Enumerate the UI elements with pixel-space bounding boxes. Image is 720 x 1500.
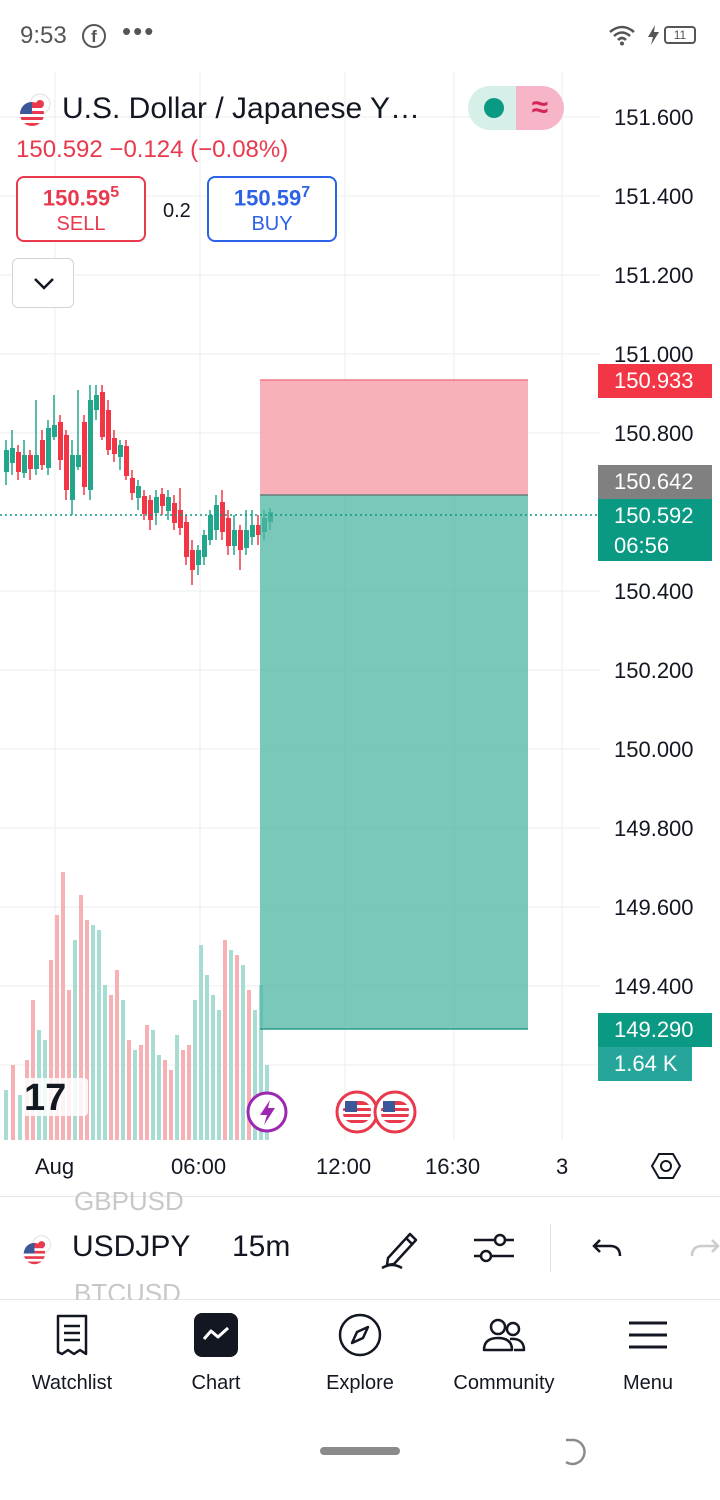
status-time: 9:53 <box>20 22 67 49</box>
symbol-selector[interactable]: USDJPY <box>72 1230 191 1263</box>
price-chart[interactable]: 17 <box>0 72 720 1192</box>
current-price-tag: 150.592 06:56 <box>598 499 712 561</box>
market-status-dot-icon <box>484 98 504 118</box>
nav-community-label[interactable]: Community <box>453 1372 555 1394</box>
compass-icon <box>338 1313 382 1357</box>
last-price-change: 150.592 −0.124 (−0.08%) <box>16 136 289 163</box>
nav-chart[interactable] <box>144 1312 288 1363</box>
price-axis-label: 150.800 <box>614 421 694 446</box>
facebook-icon: f <box>82 24 106 48</box>
community-icon <box>482 1318 526 1352</box>
undo-icon[interactable] <box>590 1232 624 1262</box>
us-economic-event-icon <box>335 1090 379 1134</box>
volume-tag: 1.64 K <box>598 1047 692 1081</box>
price-axis-label: 149.600 <box>614 895 694 920</box>
chart-mode-toggle[interactable]: ≈ <box>468 86 564 130</box>
price-axis-label: 150.400 <box>614 579 694 604</box>
candlesticks <box>4 385 273 585</box>
buy-price: 150.597 <box>233 184 311 211</box>
previous-symbol-ghost[interactable]: GBPUSD <box>74 1186 184 1216</box>
nav-explore-label[interactable]: Explore <box>326 1372 394 1394</box>
entry-price-tag: 150.642 <box>598 465 712 499</box>
time-axis-label: 06:00 <box>171 1154 227 1179</box>
price-axis-label: 151.400 <box>614 184 694 209</box>
price-axis-label: 150.000 <box>614 737 694 762</box>
time-axis-label: Aug <box>35 1154 75 1179</box>
market-open-indicator[interactable] <box>468 86 516 130</box>
take-profit-zone <box>260 495 528 1029</box>
tradingview-logo: 17 <box>22 1077 88 1119</box>
time-axis-label: 3 <box>556 1154 569 1179</box>
buy-label: BUY <box>251 213 293 236</box>
charging-bolt-icon <box>648 25 659 45</box>
time-axis-label: 12:00 <box>316 1154 372 1179</box>
interval-selector[interactable]: 15m <box>232 1230 291 1263</box>
nav-explore[interactable] <box>288 1312 432 1363</box>
chart-settings-icon <box>650 1153 682 1179</box>
us-japan-flag-icon <box>23 1235 51 1265</box>
price-axis-label: 151.200 <box>614 263 694 288</box>
hamburger-menu-icon <box>629 1321 667 1349</box>
battery-icon: 11 <box>664 26 696 44</box>
price-axis-label: 150.200 <box>614 658 694 683</box>
rotate-screen-icon[interactable] <box>560 1436 592 1468</box>
wifi-icon <box>609 25 635 46</box>
price-axis-label: 149.800 <box>614 816 694 841</box>
approx-wave-icon[interactable]: ≈ <box>516 86 564 130</box>
take-profit-price-tag: 149.290 <box>598 1013 712 1047</box>
status-more-icon: ••• <box>122 16 156 46</box>
stop-loss-price-tag: 150.933 <box>598 364 712 398</box>
nav-community[interactable] <box>432 1312 576 1363</box>
nav-watchlist[interactable] <box>0 1312 144 1363</box>
next-symbol-ghost[interactable]: BTCUSD <box>74 1278 181 1300</box>
watchlist-icon <box>56 1314 88 1356</box>
nav-watchlist-label[interactable]: Watchlist <box>31 1372 113 1394</box>
sell-button[interactable]: 150.595 SELL <box>16 176 146 242</box>
drawing-pen-icon[interactable] <box>378 1224 422 1272</box>
nav-chart-label[interactable]: Chart <box>191 1372 241 1394</box>
nav-menu[interactable] <box>576 1312 720 1363</box>
time-axis-label: 16:30 <box>425 1154 481 1179</box>
us-japan-flag-icon <box>20 93 51 126</box>
lightning-event-icon <box>246 1091 288 1133</box>
nav-menu-label[interactable]: Menu <box>622 1372 674 1394</box>
buy-button[interactable]: 150.597 BUY <box>207 176 337 242</box>
bar-countdown: 06:56 <box>614 533 670 558</box>
svg-text:17: 17 <box>24 1077 66 1119</box>
symbol-title[interactable]: U.S. Dollar / Japanese Y… <box>62 92 420 125</box>
current-price-value: 150.592 <box>614 503 694 528</box>
chart-toolbar <box>0 1196 720 1300</box>
chevron-down-icon <box>34 278 54 290</box>
home-gesture-bar[interactable] <box>320 1447 400 1455</box>
sell-label: SELL <box>56 213 106 236</box>
indicators-sliders-icon[interactable] <box>472 1228 516 1268</box>
spread-value: 0.2 <box>163 200 191 222</box>
chart-icon <box>194 1313 238 1357</box>
redo-icon[interactable] <box>690 1232 720 1262</box>
stop-loss-zone <box>260 380 528 495</box>
collapse-legend-button[interactable] <box>12 258 74 308</box>
volume-bars <box>4 872 269 1140</box>
sell-price: 150.595 <box>42 184 120 211</box>
price-axis-label: 149.400 <box>614 974 694 999</box>
price-axis-label: 151.600 <box>614 105 694 130</box>
toolbar-divider <box>550 1224 551 1272</box>
price-axis-label: 151.000 <box>614 342 694 367</box>
us-economic-event-icon-2 <box>373 1090 417 1134</box>
